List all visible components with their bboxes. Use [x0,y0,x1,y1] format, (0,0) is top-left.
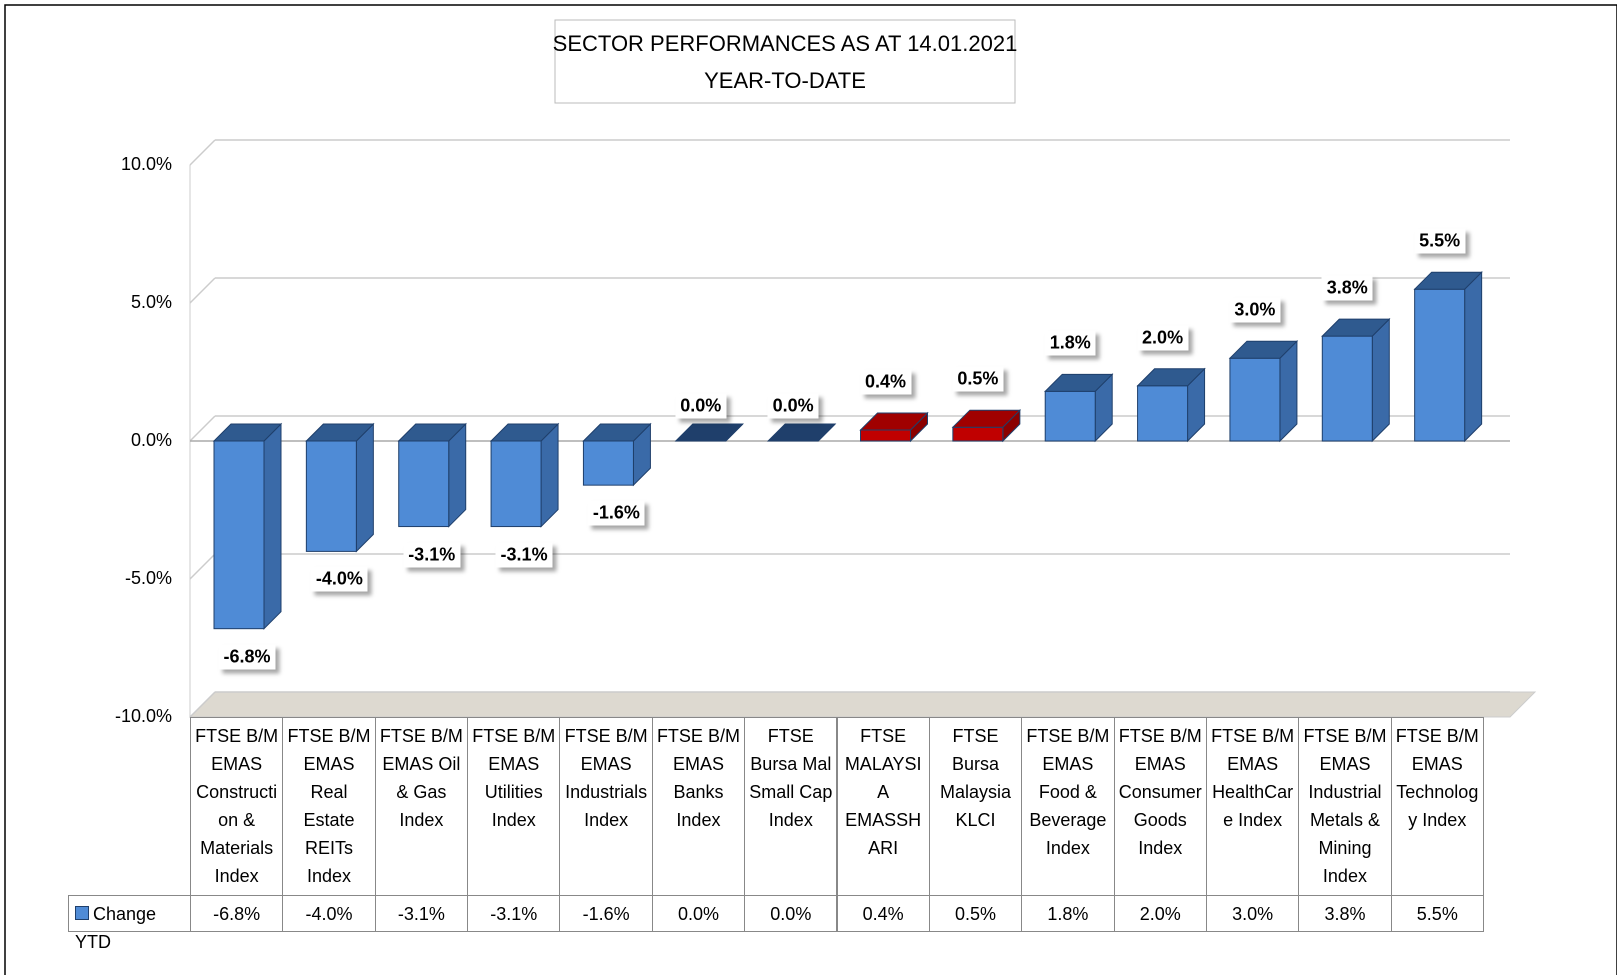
bar-top [305,423,375,442]
bar-top [1413,271,1483,290]
bar [398,440,450,528]
bar [582,440,634,486]
x-tick-label: FTSE Bursa Malaysia KLCI [928,717,1023,896]
table-value: 3.8% [1298,895,1392,932]
table-value: 3.0% [1205,895,1300,932]
title-box [554,19,1016,104]
bar-top [212,423,283,442]
legend-label: Change YTD [75,904,157,952]
bar-side [1371,317,1390,443]
chart-subtitle: YEAR-TO-DATE [704,68,866,93]
bar [1137,385,1189,442]
x-tick-label: FTSE Bursa Mal Small Cap Index [744,717,838,896]
x-tick-label: FTSE MALAYSIA EMASSHARI [836,717,930,896]
bar-top [1321,318,1391,337]
value-label: -3.1% [403,542,461,568]
x-tick-label: FTSE B/M EMAS Industrial Metals & Mining… [1298,717,1392,896]
table-value: -3.1% [374,895,469,932]
x-tick-label: FTSE B/M EMAS Consumer Goods Index [1113,717,1207,896]
bar-top [1228,340,1299,359]
bar-side [448,422,467,528]
table-value: 5.5% [1390,895,1484,932]
frame [4,4,1617,975]
grid-line [189,553,216,580]
table-value: 0.0% [651,895,746,932]
bar-side [355,422,374,553]
y-tick-label: 10.0% [121,154,172,174]
bar-top [582,423,652,442]
bar-top [859,412,929,431]
value-label: -3.1% [495,542,553,568]
value-label: -6.8% [218,644,276,670]
grid-line [189,691,216,718]
grid-line [189,277,216,304]
table-value: -6.8% [190,895,284,932]
table-value: -3.1% [467,895,561,932]
bar [1321,335,1373,442]
value-label: 3.0% [1229,297,1281,323]
value-label: 0.4% [859,369,912,395]
x-tick-label: FTSE B/M EMAS Utilities Index [467,717,561,896]
value-label: 0.5% [952,366,1004,392]
grid-line [189,139,216,166]
bar [1414,288,1466,442]
x-tick-label: FTSE B/M EMAS HealthCare Index [1205,717,1300,896]
bar-top [1136,368,1206,387]
table-value: 0.5% [928,895,1023,932]
y-tick-label: 0.0% [131,430,172,450]
bar [860,429,911,442]
value-label: 0.0% [767,393,819,419]
bar-top [1044,373,1114,392]
x-tick-label: FTSE B/M EMAS Food & Beverage Index [1021,717,1115,896]
bar-top [397,423,467,442]
bar-side [540,422,559,528]
bar-top [674,423,744,442]
value-label: 0.0% [675,393,727,419]
table-value: 0.0% [744,895,838,932]
x-tick-label: FTSE B/M EMAS Real Estate REITs Index [282,717,376,896]
value-label: -4.0% [310,566,368,592]
legend-cell: Change YTD [68,895,191,952]
value-label: 3.8% [1321,275,1373,301]
value-label: 1.8% [1044,330,1096,356]
y-tick-label: 5.0% [131,292,172,312]
bar [1044,390,1096,442]
bar-top [951,409,1022,428]
bar-top [766,423,837,442]
bar [213,440,265,630]
chart-title: SECTOR PERFORMANCES AS AT 14.01.2021 [553,31,1018,56]
table-value: 0.4% [836,895,930,932]
value-label: -1.6% [587,500,645,526]
table-value: -4.0% [282,895,376,932]
bar [1229,357,1281,442]
x-tick-label: FTSE B/M EMAS Industrials Index [559,717,653,896]
value-label: 2.0% [1137,325,1189,351]
y-tick-label: -5.0% [125,568,172,588]
bar-top [489,423,560,442]
x-tick-label: FTSE B/M EMAS Construction & Materials I… [190,717,284,896]
x-tick-label: FTSE B/M EMAS Oil & Gas Index [374,717,469,896]
value-label: 5.5% [1414,228,1466,254]
y-tick-label: -10.0% [115,706,172,726]
bar [305,440,357,552]
x-tick-label: FTSE B/M EMAS Banks Index [651,717,746,896]
bar [952,426,1004,442]
table-value: 2.0% [1113,895,1207,932]
table-value: 1.8% [1021,895,1115,932]
bar-side [1464,270,1483,443]
bar [490,440,542,528]
floor [188,691,1537,718]
x-tick-label: FTSE B/M EMAS Technology Index [1390,717,1484,896]
grid-line [189,415,216,442]
legend-swatch [75,906,89,920]
bar-side [263,422,282,630]
table-value: -1.6% [559,895,653,932]
